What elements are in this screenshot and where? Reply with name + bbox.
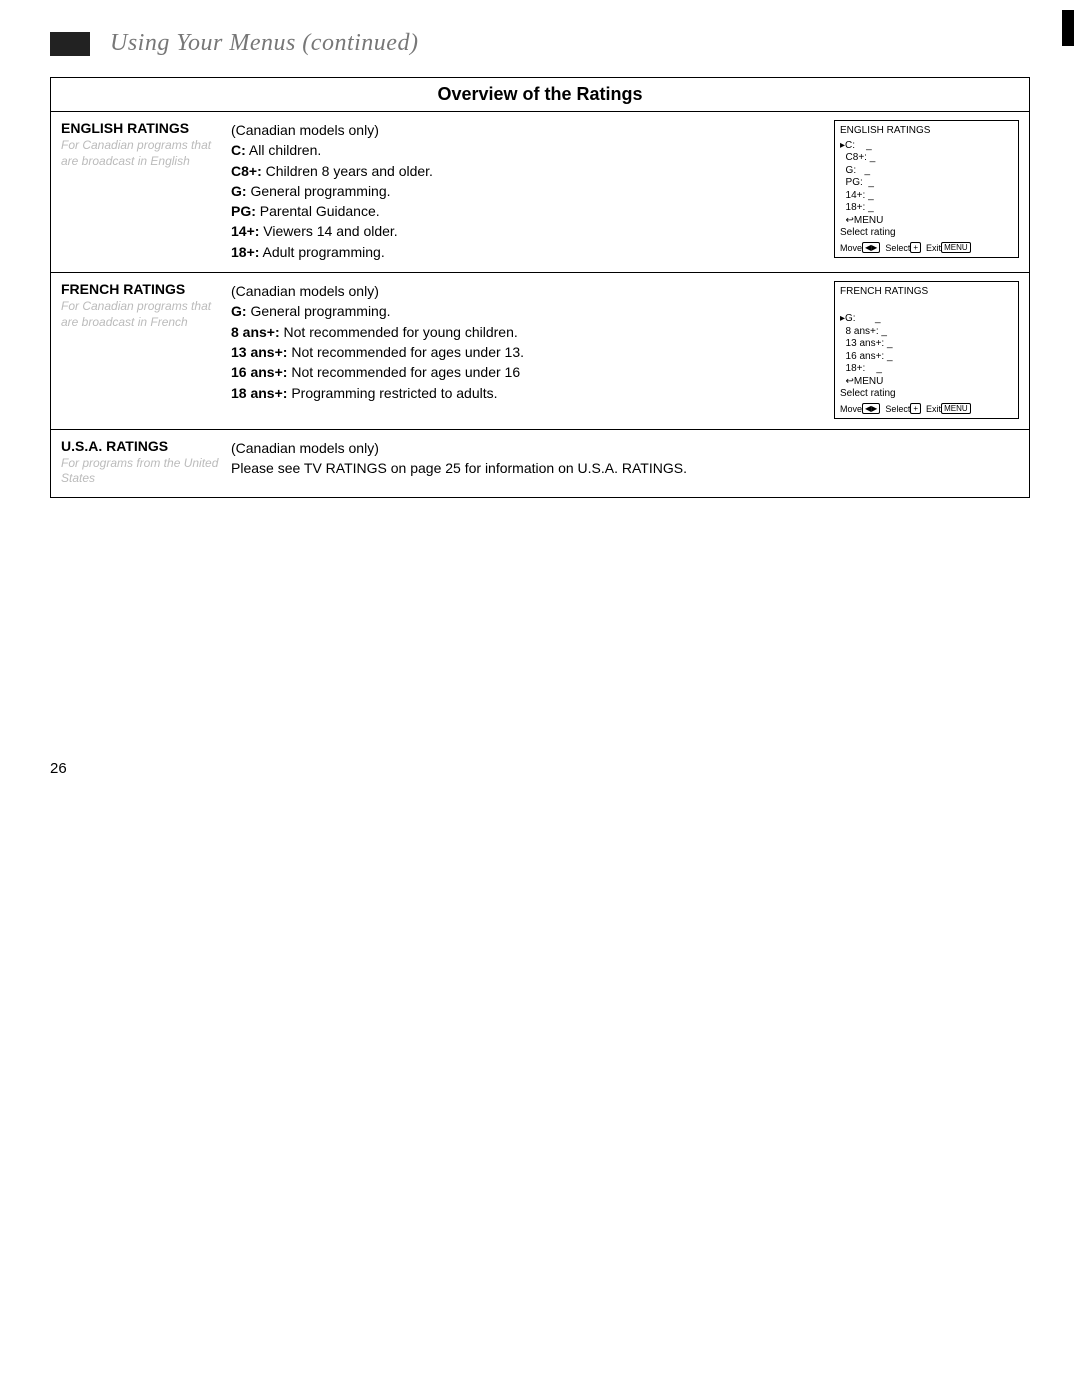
usa-ratings-label: U.S.A. RATINGS For programs from the Uni… — [61, 438, 221, 487]
usa-ratings-subtitle: For programs from the United States — [61, 456, 221, 487]
ratings-overview-table: Overview of the Ratings ENGLISH RATINGS … — [50, 77, 1030, 498]
english-osd-item-g: G: _ — [840, 165, 1013, 178]
english-osd-item-18: 18+: _ — [840, 202, 1013, 215]
plus-key-icon: + — [910, 403, 921, 415]
brand-logo-icon — [50, 32, 90, 56]
french-osd-title: FRENCH RATINGS — [840, 286, 1013, 299]
menu-key-icon: MENU — [941, 242, 971, 254]
arrow-keys-icon: ◀▶ — [862, 403, 880, 415]
french-ratings-label: FRENCH RATINGS For Canadian programs tha… — [61, 281, 221, 330]
french-osd-menu: ↩MENU — [840, 376, 1013, 389]
usa-ratings-body: (Canadian models only) Please see TV RAT… — [231, 438, 824, 479]
french-rating-13ans: 13 ans+: Not recommended for ages under … — [231, 342, 824, 362]
french-osd-item-16ans: 16 ans+: _ — [840, 351, 1013, 364]
english-rating-c: C: All children. — [231, 140, 824, 160]
english-ratings-label: ENGLISH RATINGS For Canadian programs th… — [61, 120, 221, 169]
french-rating-18ans: 18 ans+: Programming restricted to adult… — [231, 383, 824, 403]
french-rating-16ans: 16 ans+: Not recommended for ages under … — [231, 362, 824, 382]
page-header: Using Your Menus (continued) — [50, 30, 1030, 57]
usa-body-text: Please see TV RATINGS on page 25 for inf… — [231, 458, 824, 478]
plus-key-icon: + — [910, 242, 921, 254]
french-note: (Canadian models only) — [231, 281, 824, 301]
english-osd-menu: ↩MENU — [840, 215, 1013, 228]
menu-key-icon: MENU — [941, 403, 971, 415]
french-osd-select-rating: Select rating — [840, 388, 1013, 401]
english-osd-title: ENGLISH RATINGS — [840, 125, 1013, 138]
english-rating-g: G: General programming. — [231, 181, 824, 201]
french-osd-item-g: ▸G: _ — [840, 313, 1013, 326]
french-osd-item-18: 18+: _ — [840, 363, 1013, 376]
french-rating-g: G: General programming. — [231, 301, 824, 321]
english-ratings-subtitle: For Canadian programs that are broadcast… — [61, 138, 221, 169]
english-ratings-row: ENGLISH RATINGS For Canadian programs th… — [51, 112, 1029, 273]
english-rating-pg: PG: Parental Guidance. — [231, 201, 824, 221]
page-content: Using Your Menus (continued) Overview of… — [0, 0, 1080, 548]
french-osd-column: FRENCH RATINGS ▸G: _ 8 ans+: _ 13 ans+: … — [834, 281, 1019, 419]
scan-edge-mark — [1062, 10, 1074, 46]
french-osd-box: FRENCH RATINGS ▸G: _ 8 ans+: _ 13 ans+: … — [834, 281, 1019, 419]
english-osd-item-c: ▸C: _ — [840, 140, 1013, 153]
english-rating-14: 14+: Viewers 14 and older. — [231, 221, 824, 241]
french-osd-blank — [840, 301, 1013, 314]
page-number: 26 — [50, 760, 67, 777]
english-note: (Canadian models only) — [231, 120, 824, 140]
english-osd-box: ENGLISH RATINGS ▸C: _ C8+: _ G: _ PG: _ … — [834, 120, 1019, 258]
french-osd-footer: Move◀▶ Select+ ExitMENU — [840, 403, 1013, 415]
english-osd-item-c8: C8+: _ — [840, 152, 1013, 165]
english-osd-select-rating: Select rating — [840, 227, 1013, 240]
usa-ratings-title: U.S.A. RATINGS — [61, 438, 221, 454]
french-ratings-row: FRENCH RATINGS For Canadian programs tha… — [51, 273, 1029, 430]
french-rating-8ans: 8 ans+: Not recommended for young childr… — [231, 322, 824, 342]
usa-ratings-row: U.S.A. RATINGS For programs from the Uni… — [51, 430, 1029, 497]
usa-note: (Canadian models only) — [231, 438, 824, 458]
english-osd-column: ENGLISH RATINGS ▸C: _ C8+: _ G: _ PG: _ … — [834, 120, 1019, 258]
french-osd-item-13ans: 13 ans+: _ — [840, 338, 1013, 351]
english-rating-c8: C8+: Children 8 years and older. — [231, 161, 824, 181]
english-rating-18: 18+: Adult programming. — [231, 242, 824, 262]
french-ratings-title: FRENCH RATINGS — [61, 281, 221, 297]
english-osd-footer: Move◀▶ Select+ ExitMENU — [840, 242, 1013, 254]
table-caption: Overview of the Ratings — [51, 78, 1029, 112]
french-osd-item-8ans: 8 ans+: _ — [840, 326, 1013, 339]
page-title: Using Your Menus (continued) — [110, 30, 418, 57]
english-osd-item-pg: PG: _ — [840, 177, 1013, 190]
english-osd-item-14: 14+: _ — [840, 190, 1013, 203]
english-ratings-body: (Canadian models only) C: All children. … — [231, 120, 824, 262]
english-ratings-title: ENGLISH RATINGS — [61, 120, 221, 136]
arrow-keys-icon: ◀▶ — [862, 242, 880, 254]
french-ratings-subtitle: For Canadian programs that are broadcast… — [61, 299, 221, 330]
french-ratings-body: (Canadian models only) G: General progra… — [231, 281, 824, 403]
